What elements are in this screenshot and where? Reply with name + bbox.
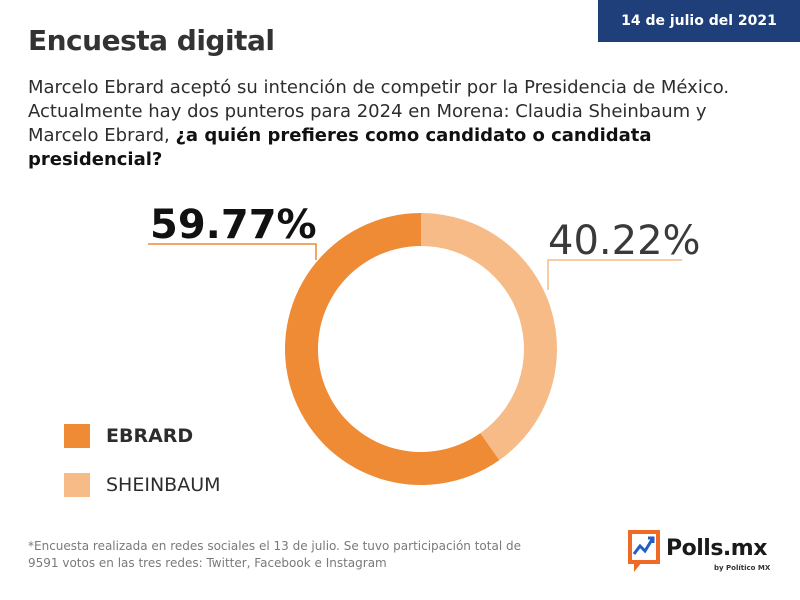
data-label-sheinbaum: 40.22%: [548, 218, 701, 264]
leader-line-sheinbaum: [547, 259, 682, 290]
intro-question: ¿a quién prefieres como candidato o cand…: [28, 125, 652, 170]
chart-legend: EBRARD SHEINBAUM: [64, 424, 221, 522]
legend-label-sheinbaum: SHEINBAUM: [106, 474, 221, 496]
page-title: Encuesta digital: [28, 24, 275, 57]
legend-swatch-sheinbaum: [64, 473, 90, 497]
intro-text: Marcelo Ebrard aceptó su intención de co…: [28, 77, 730, 146]
intro-paragraph: Marcelo Ebrard aceptó su intención de co…: [28, 76, 778, 172]
donut-slice-sheinbaum: [421, 213, 557, 461]
date-text: 14 de julio del 2021: [621, 13, 777, 29]
donut-slice-ebrard: [284, 213, 500, 485]
data-label-ebrard: 59.77%: [150, 202, 317, 248]
legend-swatch-ebrard: [64, 424, 90, 448]
legend-label-ebrard: EBRARD: [106, 425, 194, 447]
footnote: *Encuesta realizada en redes sociales el…: [28, 539, 521, 570]
legend-item-sheinbaum: SHEINBAUM: [64, 473, 221, 497]
donut-chart: 59.77% 40.22%: [148, 202, 701, 485]
legend-item-ebrard: EBRARD: [64, 424, 221, 448]
logo-tagline: by Político MX: [714, 564, 771, 572]
logo-wordmark: Polls.mx: [666, 536, 767, 561]
polls-mx-logo: Polls.mx by Político MX: [626, 528, 776, 580]
leader-line-ebrard: [148, 243, 317, 260]
chart-logo-icon: [628, 530, 660, 572]
date-badge: 14 de julio del 2021: [598, 0, 800, 42]
